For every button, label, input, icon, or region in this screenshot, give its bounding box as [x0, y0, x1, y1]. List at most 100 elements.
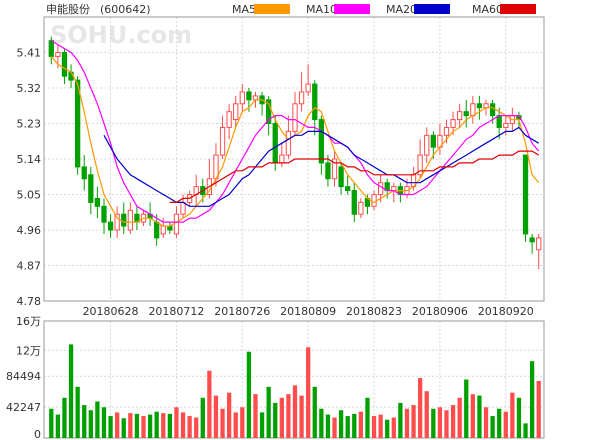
volume-bar-down [312, 386, 317, 438]
candle-up [503, 123, 509, 128]
volume-bar-down [154, 411, 159, 438]
volume-bar-down [490, 416, 495, 438]
volume-bar-down [338, 410, 344, 438]
date-tick-label: 20180823 [346, 305, 402, 318]
candle-down [496, 115, 502, 128]
candle-up [417, 154, 423, 176]
price-tick-label: 5.14 [17, 153, 42, 166]
legend-swatch-ma60 [500, 4, 536, 14]
volume-bar-down [365, 397, 370, 438]
volume-bar-up [286, 394, 291, 438]
date-tick-label: 20180809 [280, 305, 336, 318]
legend-swatch-ma10 [334, 4, 370, 14]
volume-bar-down [464, 379, 469, 438]
volume-bar-up [180, 412, 186, 438]
candle-up [160, 225, 166, 235]
volume-bar-down [75, 386, 80, 438]
candle-down [463, 111, 469, 117]
volume-bar-down [82, 405, 87, 438]
candles [48, 36, 542, 270]
date-tick-label: 20180906 [412, 305, 468, 318]
volume-bar-down [529, 361, 535, 438]
volume-bar-up [450, 405, 456, 438]
price-tick-label: 4.87 [17, 260, 42, 273]
candle-up [279, 154, 285, 164]
volume-tick-label: 84494 [6, 370, 41, 383]
candle-down [94, 197, 101, 207]
volume-bar-down [523, 423, 528, 438]
candle-down [121, 213, 127, 227]
volume-tick-label: 16万 [16, 315, 41, 328]
stock-code: (600642) [100, 3, 151, 16]
candle-down [68, 71, 74, 81]
candle-up [358, 201, 364, 215]
volume-bar-up [503, 411, 508, 438]
candle-up [239, 91, 245, 105]
volume-bar-up [115, 412, 120, 438]
volume-bar-down [200, 397, 205, 438]
candle-up [391, 186, 397, 192]
volume-bar-up [411, 405, 416, 438]
volume-bar-up [371, 416, 377, 438]
volume-bar-up [437, 407, 443, 438]
candle-down [325, 162, 331, 180]
candle-down [246, 91, 252, 101]
volume-bar-up [404, 408, 410, 438]
volume-bar-down [246, 351, 252, 438]
volume-bar-up [299, 395, 304, 438]
volume-bar-up [444, 410, 449, 438]
volume-bar-down [88, 410, 93, 438]
volume-bar-up [187, 416, 192, 438]
volume-bar-up [141, 416, 146, 438]
ma-line-ma10 [50, 40, 540, 223]
candle-up [114, 213, 120, 231]
volume-bar-up [378, 414, 383, 438]
candle-down [154, 221, 160, 239]
volume-bar-up [194, 417, 199, 438]
candle-up [371, 194, 377, 207]
volume-bar-up [240, 407, 245, 438]
candle-down [88, 174, 94, 203]
candle-down [318, 119, 324, 164]
candle-up [457, 111, 463, 121]
candle-up [424, 134, 430, 156]
candle-up [292, 103, 298, 132]
volume-bar-up [358, 411, 364, 438]
ma-line-ma5 [50, 56, 540, 227]
candle-down [430, 134, 436, 148]
volume-bar-up [391, 417, 396, 438]
candle-down [476, 103, 483, 109]
volume-tick-label: 12万 [16, 344, 41, 357]
volume-bar-down [431, 408, 436, 438]
candle-up [536, 237, 542, 251]
volume-bar-up [292, 385, 298, 438]
ma-lines [50, 40, 540, 227]
volume-bar-up [536, 380, 541, 438]
volume-bar-up [161, 413, 166, 438]
price-y-axis: 5.41 5.32 5.23 5.14 5.05 4.96 4.87 4.78 [17, 47, 42, 309]
candle-down [61, 52, 68, 77]
candle-down [489, 103, 496, 117]
volume-bar-up [510, 392, 515, 438]
volume-bar-down [273, 402, 278, 438]
candle-up [331, 158, 338, 180]
volume-bars [49, 344, 541, 438]
candle-up [470, 103, 476, 117]
legend-label-ma20: MA20 [386, 3, 417, 16]
volume-bar-up [279, 397, 284, 438]
candle-down [272, 123, 278, 164]
volume-bar-up [253, 394, 258, 438]
volume-bar-down [266, 386, 271, 438]
candle-down [48, 40, 54, 57]
candle-up [173, 213, 180, 235]
candle-down [81, 166, 87, 180]
volume-bar-up [306, 347, 311, 438]
volume-bar-up [470, 394, 475, 438]
volume-bar-down [55, 414, 61, 438]
price-tick-label: 5.23 [17, 118, 42, 131]
candle-up [127, 209, 133, 231]
price-tick-label: 5.32 [17, 82, 42, 95]
volume-bar-up [174, 407, 179, 438]
volume-bar-down [68, 344, 74, 438]
volume-bar-down [167, 413, 172, 438]
